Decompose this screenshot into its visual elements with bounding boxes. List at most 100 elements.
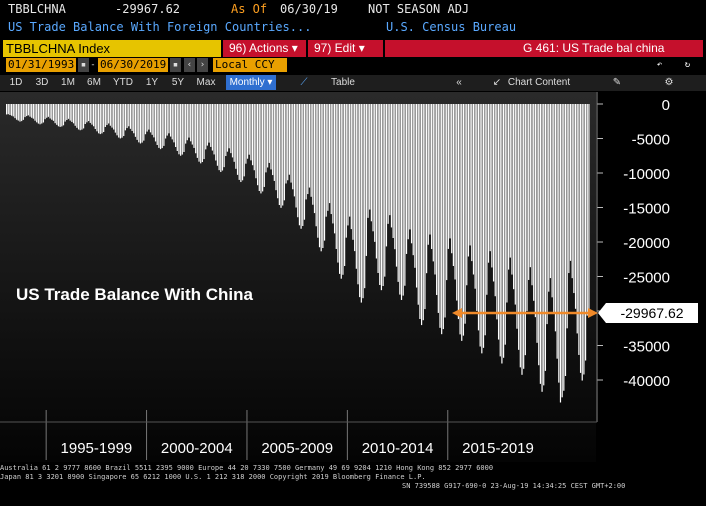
range-button-3d[interactable]: 3D (35, 77, 49, 88)
bar (494, 104, 496, 297)
index-label[interactable]: TBBLCHNA Index (3, 40, 221, 57)
bar (482, 104, 485, 348)
bar (354, 104, 356, 252)
ticker: TBBLCHNA (8, 2, 66, 16)
last-value-label: -29967.62 (620, 305, 683, 321)
bar (420, 104, 423, 326)
y-tick-label: -15000 (623, 201, 670, 218)
start-date[interactable]: 01/31/1993 (6, 58, 77, 72)
bar (546, 104, 548, 325)
bar (71, 104, 73, 122)
bar (188, 104, 190, 138)
range-button-1m[interactable]: 1M (61, 77, 75, 88)
x-group-label: 2015-2019 (462, 440, 534, 457)
bar (208, 104, 210, 143)
bar (536, 104, 538, 343)
footer-line-3: SN 739588 G917-690-0 23-Aug-19 14:34:25 … (402, 482, 626, 490)
range-button-5y[interactable]: 5Y (171, 77, 185, 88)
y-axis: 0-5000-10000-15000-20000-25000-30000-350… (596, 92, 670, 422)
bar (533, 104, 535, 301)
bar (245, 104, 247, 164)
bar (273, 104, 275, 181)
bar (36, 104, 38, 123)
edit-icon[interactable]: ✎ (612, 77, 622, 88)
bar (397, 104, 399, 282)
range-button-max[interactable]: Max (196, 77, 216, 88)
bar (496, 104, 498, 320)
bar (564, 104, 567, 376)
range-button-1y[interactable]: 1Y (145, 77, 159, 88)
next-icon[interactable]: › (197, 58, 208, 72)
table-button[interactable]: Table (331, 77, 355, 88)
bar (106, 104, 108, 126)
bar (164, 104, 167, 139)
period-select[interactable]: Monthly ▾ (226, 75, 276, 90)
bar (424, 104, 426, 310)
bar (163, 104, 165, 146)
bar (42, 104, 45, 123)
calendar-icon[interactable]: ▪ (78, 58, 89, 72)
bar (183, 104, 185, 153)
bar (198, 104, 200, 162)
bar (568, 104, 570, 274)
bar (504, 104, 506, 345)
bar (149, 104, 152, 133)
bar (382, 104, 384, 287)
bar (193, 104, 195, 148)
bar (523, 104, 525, 369)
bar (584, 104, 587, 361)
bar (262, 104, 264, 192)
x-axis: 1995-1999 2000-2004 2005-2009 2010-2014 2015… (0, 410, 597, 460)
bar (432, 104, 434, 262)
bar (39, 104, 41, 125)
chart-code: G 461: US Trade bal china (385, 40, 703, 57)
range-button-ytd[interactable]: YTD (113, 77, 133, 88)
bar (471, 104, 473, 262)
bar (379, 104, 381, 285)
bar (293, 104, 296, 197)
bar (168, 104, 170, 134)
bar (196, 104, 198, 158)
y-tick-label: -35000 (623, 339, 670, 356)
refresh-icon[interactable]: ↻ (684, 60, 691, 70)
bar (307, 104, 309, 195)
bar (481, 104, 483, 354)
bar (175, 104, 177, 147)
edit-menu[interactable]: 97) Edit ▾ (308, 40, 383, 57)
bar (583, 104, 585, 375)
bar (111, 104, 113, 128)
bar (374, 104, 376, 242)
bar (449, 104, 451, 239)
collapse-icon[interactable]: « (456, 77, 462, 88)
bar (466, 104, 468, 286)
chart-content-icon: ↙ (492, 77, 502, 88)
bar (384, 104, 386, 277)
bar (302, 104, 304, 226)
range-button-6m[interactable]: 6M (87, 77, 101, 88)
end-date[interactable]: 06/30/2019 (98, 58, 169, 72)
bar (508, 104, 510, 270)
prev-icon[interactable]: ‹ (184, 58, 195, 72)
currency-select[interactable]: Local CCY (213, 58, 287, 72)
bar (287, 104, 289, 181)
bar (233, 104, 235, 162)
chart-content-button[interactable]: Chart Content (507, 77, 571, 88)
bar (422, 104, 424, 321)
actions-menu[interactable]: 96) Actions ▾ (223, 40, 306, 57)
bar (31, 104, 33, 118)
bar (426, 104, 428, 274)
bar (119, 104, 121, 139)
range-button-1d[interactable]: 1D (9, 77, 23, 88)
bar (47, 104, 50, 117)
bar (297, 104, 299, 218)
gear-icon[interactable]: ⚙ (664, 77, 674, 88)
bar (543, 104, 545, 386)
x-group-label: 1995-1999 (61, 440, 133, 457)
line-chart-icon[interactable]: ⟋ (300, 77, 308, 88)
bar (236, 104, 239, 175)
bar (96, 104, 98, 132)
undo-icon[interactable]: ↶ (656, 60, 663, 70)
bar (260, 104, 262, 194)
calendar-icon[interactable]: ▪ (170, 58, 181, 72)
bar (491, 104, 493, 268)
